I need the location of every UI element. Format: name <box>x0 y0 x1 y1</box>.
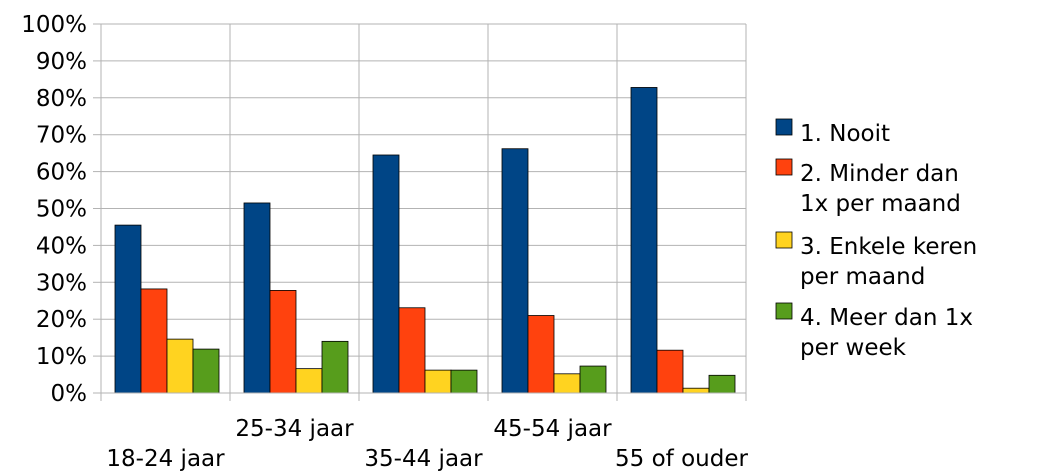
bar-2-3 <box>398 307 426 394</box>
bar-2-5 <box>656 349 684 394</box>
bar-1-1 <box>114 224 142 394</box>
y-tick-label: 10% <box>36 344 87 370</box>
legend: 1. Nooit 2. Minder dan 1x per maand 3. Enke… <box>775 118 977 361</box>
bar-2-1 <box>140 288 168 394</box>
y-tick-label: 0% <box>51 381 88 407</box>
bars <box>114 87 736 394</box>
legend-label: 3. Enkele keren <box>800 234 977 260</box>
y-tick-label: 90% <box>36 49 87 75</box>
y-tick-label: 50% <box>36 197 87 223</box>
y-tick-label: 30% <box>36 270 87 296</box>
legend-label: 4. Meer dan 1x <box>800 305 973 331</box>
y-axis-ticks: 0% 10% 20% 30% 40% 50% 60% 70% 80% 90% 100% <box>21 12 101 407</box>
legend-label: per maand <box>800 264 925 290</box>
x-tick-label: 18-24 jaar <box>106 446 225 472</box>
bar-4-5 <box>708 374 736 394</box>
x-tick-label: 45-54 jaar <box>493 416 612 442</box>
bar-4-3 <box>450 369 478 394</box>
bar-1-4 <box>501 148 529 394</box>
bar-4-1 <box>192 348 220 394</box>
x-tick-label: 55 of ouder <box>615 446 748 472</box>
bar-3-2 <box>295 368 323 394</box>
legend-label: per week <box>800 335 907 361</box>
bar-3-4 <box>553 373 581 394</box>
bar-2-4 <box>527 315 555 394</box>
bar-4-2 <box>321 340 349 394</box>
y-tick-label: 60% <box>36 160 87 186</box>
legend-swatch <box>775 118 793 136</box>
x-tick-label: 25-34 jaar <box>235 416 354 442</box>
bar-1-5 <box>630 87 658 394</box>
y-tick-label: 20% <box>36 307 87 333</box>
legend-label: 2. Minder dan <box>800 161 959 187</box>
bar-3-1 <box>166 338 194 394</box>
x-tick-label: 35-44 jaar <box>364 446 483 472</box>
bar-2-2 <box>269 290 297 394</box>
y-tick-label: 70% <box>36 123 87 149</box>
bar-3-5 <box>682 387 710 394</box>
legend-swatch <box>775 302 793 320</box>
bar-4-4 <box>579 365 607 394</box>
legend-label: 1x per maand <box>800 191 961 217</box>
bar-1-3 <box>372 154 400 394</box>
bar-3-3 <box>424 369 452 394</box>
legend-swatch <box>775 158 793 176</box>
bar-1-2 <box>243 202 271 394</box>
axes <box>100 24 746 394</box>
legend-label: 1. Nooit <box>800 121 890 147</box>
x-axis-ticks: 18-24 jaar 25-34 jaar 35-44 jaar 45-54 jaar… <box>106 416 748 472</box>
y-tick-label: 40% <box>36 233 87 259</box>
y-tick-label: 80% <box>36 86 87 112</box>
legend-swatch <box>775 231 793 249</box>
y-tick-label: 100% <box>21 12 87 38</box>
